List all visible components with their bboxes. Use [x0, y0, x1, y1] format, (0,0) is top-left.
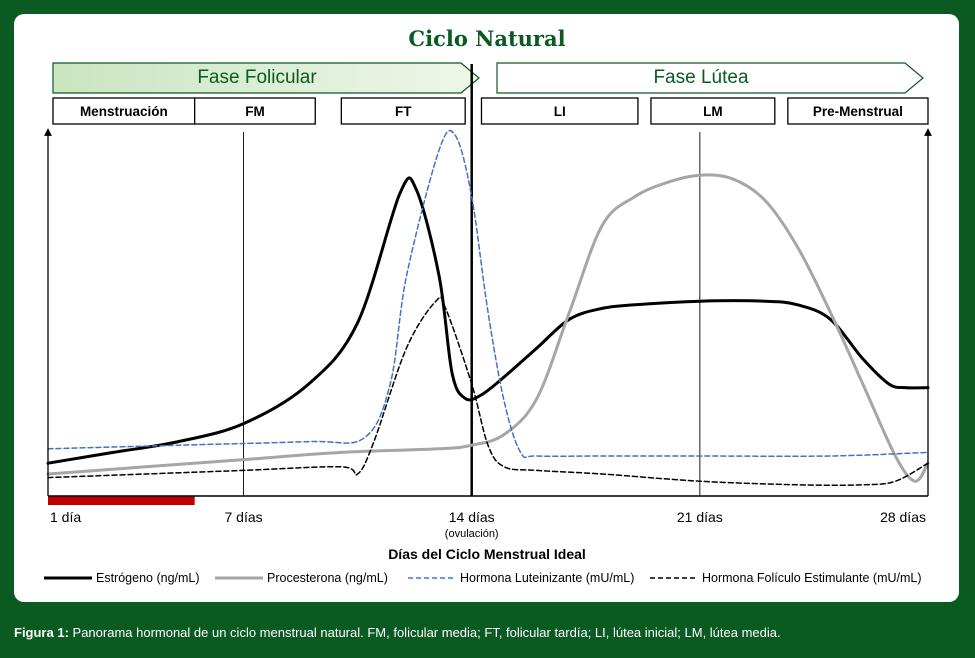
phase-label-1: Fase Folicular: [197, 67, 317, 88]
caption-label: Figura 1:: [14, 625, 69, 640]
legend-label-3: Hormona Luteinizante (mU/mL): [460, 571, 634, 585]
subphase-label-1: Menstruación: [80, 104, 168, 119]
series-line-1: [46, 176, 930, 465]
x-tick-labels: 1 día 7 días 14 días (ovulación) 21 días 28 d…: [50, 509, 926, 540]
subphase-box-4: [480, 97, 639, 125]
subphase-label-6: Pre-Menstrual: [813, 104, 903, 119]
subphase-box-6: [787, 97, 929, 125]
x-tick-label-2: 7 días: [224, 509, 262, 525]
series-line-2: [46, 173, 930, 483]
subphase-box-5: [650, 97, 776, 125]
day-dividers: [243, 64, 701, 496]
axes: [44, 128, 932, 497]
series-lines: [46, 129, 930, 505]
phase-banner-1: [52, 62, 480, 94]
x-tick-label-5: 28 días: [880, 509, 926, 525]
subphase-box-2: [194, 97, 316, 125]
subphase-box-3: [340, 97, 466, 125]
figure-caption: Figura 1: Panorama hormonal de un ciclo …: [14, 625, 781, 640]
subphase-label-3: FT: [395, 104, 412, 119]
subphase-label-2: FM: [245, 104, 265, 119]
series-line-3: [47, 129, 929, 459]
legend-label-4: Hormona Folículo Estimulante (mU/mL): [702, 571, 922, 585]
legend-label-1: Estrógeno (ng/mL): [96, 571, 200, 585]
chart-title: Ciclo Natural: [408, 26, 565, 51]
subphase-boxes: Menstruación FM FT LI LM Pre-Menstrual: [52, 97, 929, 125]
legend: Estrógeno (ng/mL) Procesterona (ng/mL) Hor…: [44, 571, 922, 585]
subphase-label-4: LI: [554, 104, 566, 119]
caption-text: Panorama hormonal de un ciclo menstrual …: [68, 625, 781, 640]
phase-label-2: Fase Lútea: [653, 67, 748, 88]
series-line-4: [47, 296, 929, 486]
subphase-box-1: [52, 97, 196, 125]
x-tick-label-1: 1 día: [50, 509, 81, 525]
phase-banner-2: [496, 62, 924, 94]
phase-banners: Fase Folicular Fase Lútea: [52, 62, 924, 94]
legend-label-2: Procesterona (ng/mL): [267, 571, 388, 585]
x-tick-sublabel-3: (ovulación): [445, 528, 499, 540]
menstruation-bar: [48, 496, 195, 505]
subphase-label-5: LM: [703, 104, 723, 119]
x-tick-label-4: 21 días: [677, 509, 723, 525]
x-tick-label-3: 14 días: [449, 509, 495, 525]
x-axis-label: Días del Ciclo Menstrual Ideal: [388, 546, 586, 562]
